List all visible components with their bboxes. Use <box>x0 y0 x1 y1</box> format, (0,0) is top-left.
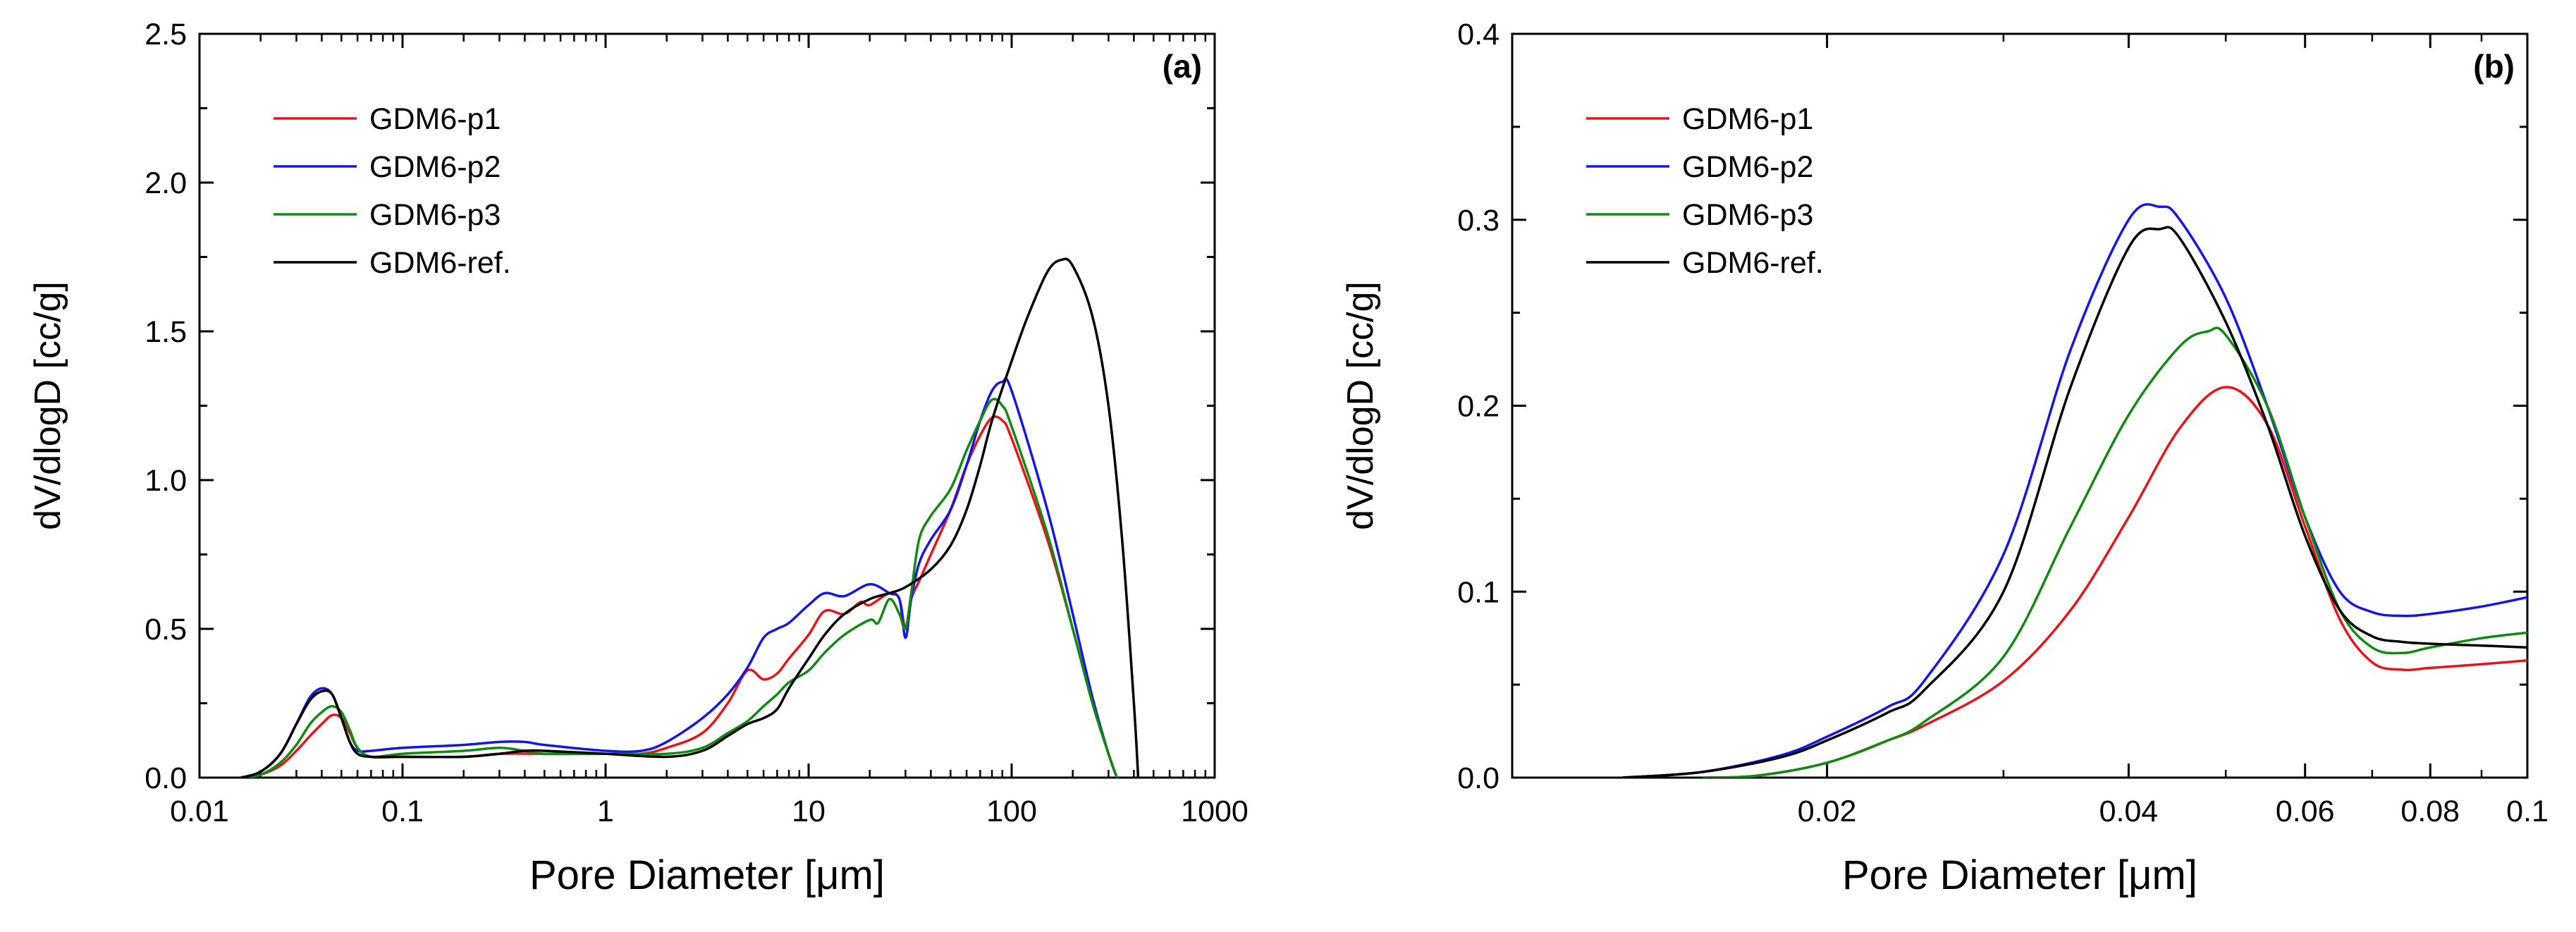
legend-label: GDM6-ref. <box>369 246 511 280</box>
x-tick-label: 10 <box>792 795 826 828</box>
series-line-gdm6-p3 <box>240 398 1118 778</box>
x-tick-label: 1000 <box>1181 795 1249 828</box>
y-axis-title: dV/dlogD [cc/g] <box>27 281 68 530</box>
y-tick-label: 2.0 <box>145 166 187 200</box>
panel-a: 0.0 0.5 1.0 1.5 2.0 2.5 0.01 0.1 1 10 100 1000 Pore … <box>27 18 1249 898</box>
series-line-gdm6-p1 <box>1702 386 2527 778</box>
series-line-gdm6-ref- <box>240 257 1140 778</box>
series-line-gdm6-ref- <box>1622 226 2527 778</box>
y-tick-label: 0.3 <box>1457 204 1499 238</box>
x-tick-label: 0.1 <box>2506 795 2549 828</box>
x-tick-label: 1 <box>597 795 614 828</box>
y-tick-label: 0.5 <box>145 613 187 646</box>
y-tick-label: 0.4 <box>1457 18 1499 51</box>
y-tick-label: 1.0 <box>145 464 187 498</box>
y-tick-label: 2.5 <box>145 18 187 51</box>
panel-label: (a) <box>1163 48 1202 85</box>
plot-frame <box>198 32 1216 779</box>
panel-b: 0.0 0.1 0.2 0.3 0.4 0.02 0.04 0.06 0.08 0.1 Pore D… <box>1340 18 2549 898</box>
legend-label: GDM6-p3 <box>369 198 501 232</box>
x-axis-title: Pore Diameter [μm] <box>529 852 885 898</box>
series-line-gdm6-p1 <box>240 415 1118 778</box>
legend-label: GDM6-ref. <box>1682 246 1824 280</box>
x-tick-label: 0.04 <box>2099 795 2159 828</box>
y-tick-label: 0.0 <box>145 761 187 795</box>
legend-label: GDM6-p2 <box>369 150 501 184</box>
y-tick-label: 0.0 <box>1457 761 1499 795</box>
legend-label: GDM6-p1 <box>1682 102 1813 136</box>
y-tick-label: 0.1 <box>1457 575 1499 609</box>
y-tick-label: 0.2 <box>1457 390 1499 424</box>
x-tick-label: 0.01 <box>170 795 229 828</box>
x-tick-label: 0.06 <box>2276 795 2335 828</box>
y-tick-label: 1.5 <box>145 315 187 349</box>
series-line-gdm6-p2 <box>240 376 1118 778</box>
series-line-gdm6-p3 <box>1702 326 2527 778</box>
legend-label: GDM6-p3 <box>1682 198 1813 232</box>
x-tick-label: 0.08 <box>2400 795 2460 828</box>
x-tick-label: 0.02 <box>1798 795 1857 828</box>
x-tick-label: 0.1 <box>381 795 424 828</box>
panel-label: (b) <box>2473 48 2515 85</box>
x-tick-label: 100 <box>986 795 1037 828</box>
x-axis-title: Pore Diameter [μm] <box>1842 852 2197 898</box>
legend-label: GDM6-p2 <box>1682 150 1813 184</box>
y-axis-title: dV/dlogD [cc/g] <box>1340 281 1381 530</box>
series-line-gdm6-p2 <box>1622 203 2527 778</box>
legend-label: GDM6-p1 <box>369 102 501 136</box>
